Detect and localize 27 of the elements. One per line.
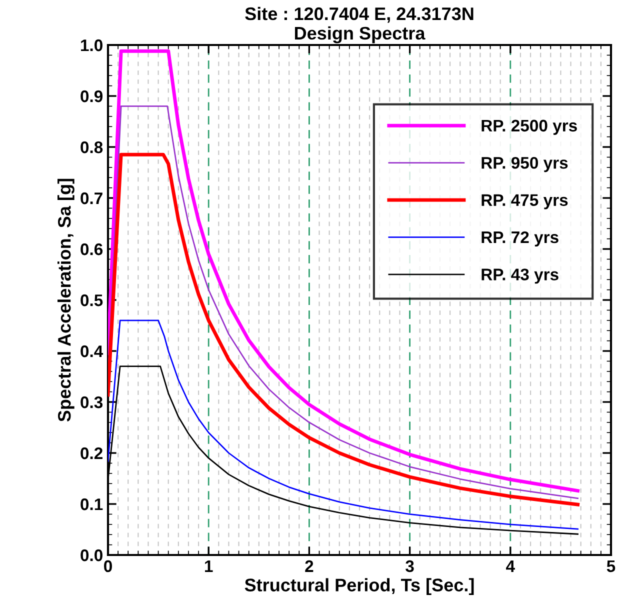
legend-label: RP. 72 yrs <box>482 231 558 246</box>
y-tick-label: 0.9 <box>80 90 103 102</box>
chart-title: Site : 120.7404 E, 24.3173N <box>245 6 474 23</box>
y-tick-label: 0.2 <box>80 447 102 460</box>
legend-label: RP. 43 yrs <box>482 268 558 284</box>
x-tick-label: 2 <box>305 560 314 572</box>
x-tick-label: 4 <box>506 560 515 572</box>
legend-label: RP. 950 yrs <box>482 156 568 172</box>
legend-label: RP. 2500 yrs <box>482 120 577 135</box>
legend-label: RP. 475 yrs <box>482 194 568 210</box>
y-tick-label: 0.1 <box>80 498 103 510</box>
x-tick-label: 3 <box>406 560 414 572</box>
x-axis-title: Structural Period, Ts [Sec.] <box>244 578 474 596</box>
y-tick-label: 0.0 <box>80 549 102 562</box>
y-tick-label: 0.3 <box>80 396 103 408</box>
y-tick-label: 0.7 <box>80 192 102 204</box>
y-tick-label: 0.4 <box>80 345 104 358</box>
y-axis-title: Spectral Acceleration, Sa [g] <box>58 178 74 422</box>
line-series <box>108 320 578 530</box>
x-tick-label: 1 <box>205 560 213 572</box>
x-tick-label: 5 <box>606 560 616 572</box>
x-tick-label: 0 <box>104 560 112 572</box>
y-tick-label: 0.5 <box>80 294 103 306</box>
y-tick-label: 0.8 <box>80 141 103 154</box>
y-tick-label: 1.0 <box>81 39 102 52</box>
y-tick-label: 0.6 <box>80 243 103 256</box>
chart-subtitle: Design Spectra <box>294 26 426 44</box>
